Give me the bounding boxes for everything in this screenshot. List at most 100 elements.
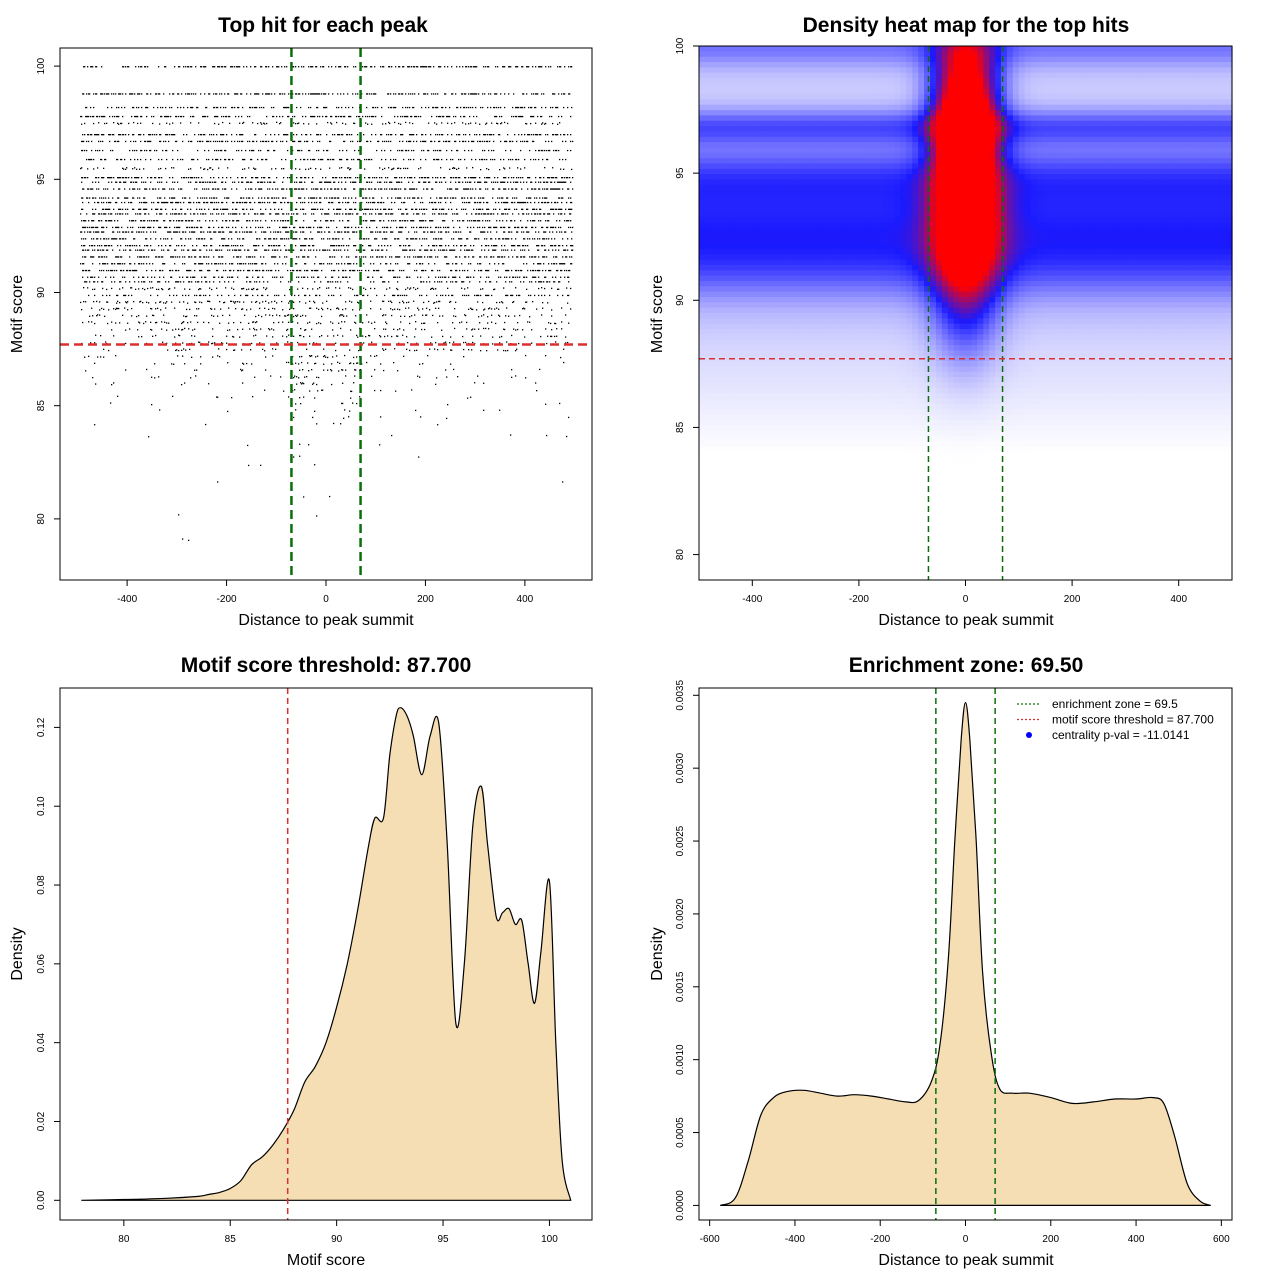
scatter-point — [122, 231, 124, 233]
scatter-point — [160, 238, 162, 240]
scatter-point — [542, 149, 544, 152]
scatter-point — [133, 140, 135, 143]
scatter-point — [406, 115, 408, 118]
scatter-point — [280, 201, 282, 204]
scatter-point — [172, 134, 174, 136]
scatter-point — [372, 115, 374, 118]
scatter-point — [216, 134, 218, 136]
scatter-point — [117, 115, 119, 118]
scatter-point — [126, 269, 128, 272]
scatter-point — [206, 201, 208, 204]
scatter-point — [396, 188, 398, 190]
scatter-point — [195, 249, 197, 251]
scatter-point — [222, 66, 224, 68]
scatter-point — [482, 93, 484, 95]
scatter-point — [236, 208, 238, 210]
scatter-point — [539, 149, 541, 152]
scatter-point — [262, 213, 264, 215]
scatter-point — [439, 115, 441, 118]
scatter-point — [136, 168, 138, 170]
scatter-point — [297, 149, 299, 152]
scatter-point — [213, 93, 215, 95]
scatter-point — [300, 226, 302, 229]
scatter-point — [535, 122, 537, 124]
scatter-point — [250, 181, 252, 183]
scatter-point — [524, 276, 526, 278]
scatter-point — [366, 66, 368, 68]
scatter-point — [491, 238, 493, 240]
scatter-point — [131, 177, 133, 179]
scatter-point — [492, 158, 494, 161]
scatter-point — [219, 281, 221, 283]
scatter-point — [108, 220, 110, 222]
scatter-point — [345, 177, 347, 179]
scatter-point — [277, 188, 279, 190]
scatter-point — [441, 208, 443, 210]
scatter-point — [223, 269, 225, 272]
scatter-point — [200, 213, 202, 215]
scatter-point — [285, 158, 287, 161]
scatter-point — [257, 181, 259, 183]
scatter-point — [535, 276, 537, 278]
scatter-point — [568, 269, 570, 272]
scatter-point — [89, 281, 91, 283]
scatter-point — [336, 121, 338, 124]
scatter-point — [446, 249, 448, 251]
scatter-point — [504, 177, 506, 179]
scatter-point — [245, 149, 247, 152]
scatter-point — [170, 220, 172, 222]
scatter-point — [101, 281, 103, 283]
scatter-point — [135, 66, 137, 68]
scatter-point — [254, 168, 256, 170]
scatter-point — [93, 197, 95, 199]
scatter-point — [82, 197, 84, 199]
scatter-point — [517, 181, 519, 183]
scatter-point — [490, 231, 492, 233]
scatter-point — [445, 245, 447, 247]
scatter-point — [200, 269, 202, 272]
scatter-point — [570, 134, 572, 136]
scatter-point — [564, 220, 566, 222]
scatter-point — [267, 188, 269, 190]
scatter-point — [273, 106, 275, 109]
scatter-point — [519, 294, 521, 297]
scatter-point — [420, 220, 422, 222]
scatter-point — [353, 158, 355, 161]
scatter-point — [83, 226, 85, 229]
scatter-point — [345, 123, 347, 125]
scatter-point — [570, 66, 572, 68]
scatter-point — [98, 181, 100, 183]
scatter-point — [213, 226, 215, 229]
scatter-point — [120, 208, 122, 210]
scatter-point — [537, 238, 539, 240]
scatter-point — [178, 281, 180, 283]
scatter-point — [514, 245, 516, 247]
scatter-point — [268, 197, 270, 199]
scatter-point — [188, 181, 190, 183]
scatter-point — [311, 276, 313, 278]
scatter-point — [380, 213, 382, 215]
scatter-point — [136, 106, 138, 109]
scatter-point — [242, 134, 244, 136]
scatter-point — [296, 106, 298, 109]
scatter-point — [481, 269, 483, 272]
scatter-point — [138, 288, 140, 290]
scatter-point — [284, 294, 286, 297]
scatter-point — [100, 93, 102, 95]
scatter-point — [158, 201, 160, 204]
scatter-point — [564, 181, 566, 183]
scatter-point — [177, 281, 179, 283]
scatter-point — [283, 168, 285, 170]
scatter-point — [304, 177, 306, 179]
scatter-point — [479, 281, 481, 283]
scatter-point — [226, 208, 228, 210]
scatter-point — [431, 115, 433, 118]
scatter-point — [140, 256, 142, 258]
scatter-point — [497, 269, 499, 272]
scatter-point — [204, 276, 206, 278]
scatter-point — [287, 220, 289, 222]
scatter-point — [467, 276, 469, 278]
scatter-point — [334, 245, 336, 247]
scatter-point — [278, 208, 280, 210]
scatter-point — [229, 115, 231, 118]
